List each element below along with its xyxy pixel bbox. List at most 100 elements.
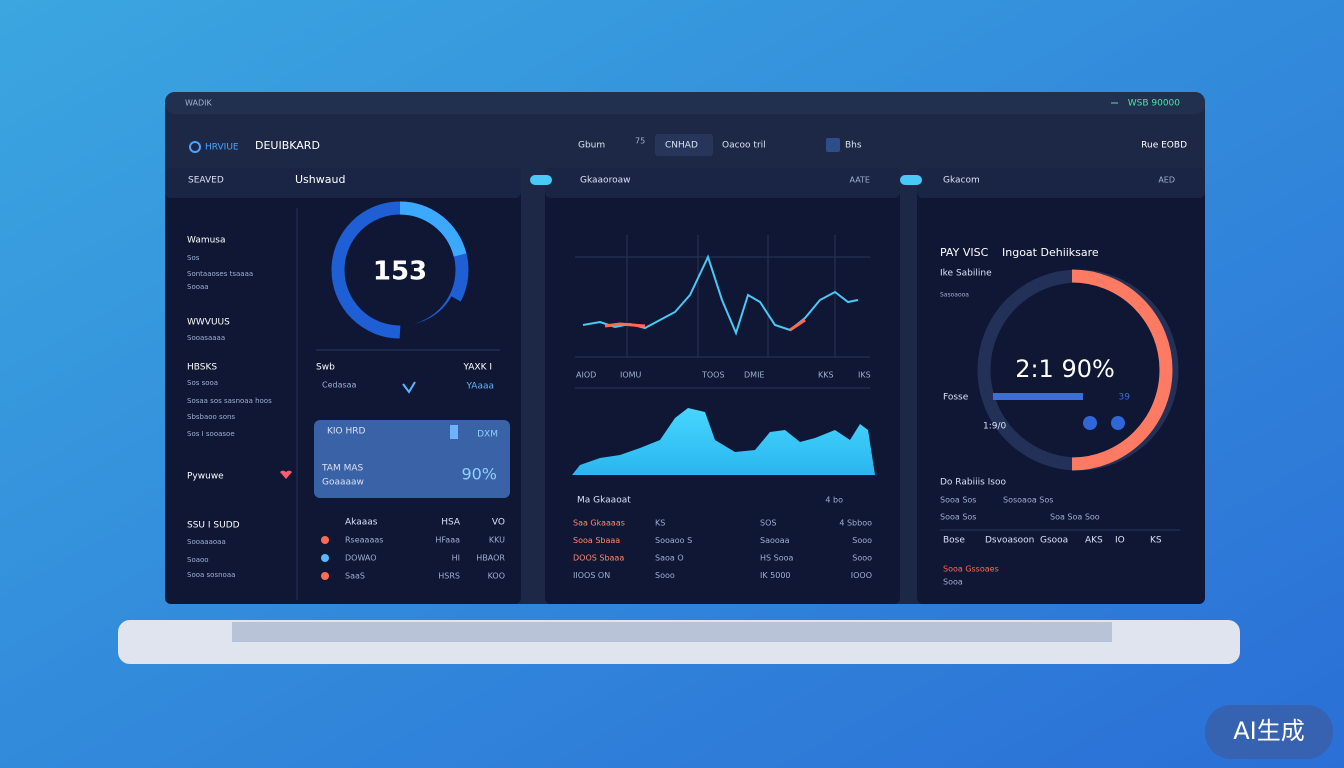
gauge-arc bbox=[399, 201, 467, 257]
row-icon bbox=[321, 572, 329, 580]
card-line: TAM MAS bbox=[321, 464, 364, 474]
table-cell: AKS bbox=[1085, 536, 1103, 546]
table-cell: HSRS bbox=[438, 572, 460, 581]
table-cell: SOS bbox=[760, 519, 776, 528]
table-cell: Gsooa bbox=[1040, 536, 1068, 546]
sidebar-item: Sooa sosnoaa bbox=[187, 571, 235, 579]
gauge-value: 2:1 90% bbox=[1015, 355, 1115, 383]
sidebar-item: Wamusa bbox=[187, 236, 226, 246]
sidebar-item: Sontaaoses tsaaaa bbox=[187, 270, 253, 278]
card-value: 90% bbox=[461, 465, 497, 484]
bar-value: 39 bbox=[1119, 393, 1131, 403]
table-cell: Bose bbox=[943, 536, 965, 546]
tab-icon[interactable] bbox=[826, 138, 840, 152]
table-cell: Rseaaaas bbox=[345, 536, 383, 545]
table-cell: Sooa Sos bbox=[940, 513, 976, 522]
panel-tab[interactable]: Gkacom bbox=[943, 176, 980, 186]
table-cell: Saooaa bbox=[760, 536, 790, 545]
panel-title: Ushwaud bbox=[295, 173, 345, 186]
tab-box[interactable] bbox=[655, 134, 713, 156]
table-cell: KKU bbox=[489, 536, 505, 545]
footer: Sooa bbox=[943, 578, 963, 587]
brand: DEUIBKARD bbox=[255, 139, 320, 152]
sidebar-item: Sooaa bbox=[187, 283, 209, 291]
table-cell: IK 5000 bbox=[760, 571, 791, 580]
table-cell: Sosoaoa Sos bbox=[1003, 496, 1053, 505]
table-cell: Dsvoasoon bbox=[985, 536, 1034, 546]
x-label: IKS bbox=[858, 371, 871, 380]
panel-header bbox=[545, 168, 900, 198]
sidebar-item: HBSKS bbox=[187, 363, 217, 373]
panel-right: AED bbox=[1158, 176, 1175, 185]
table-cell: HBAOR bbox=[476, 554, 505, 563]
toggle[interactable] bbox=[530, 175, 552, 185]
tab[interactable]: CNHAD bbox=[665, 141, 698, 151]
table-header: HSA bbox=[441, 518, 461, 528]
tab[interactable]: 75 bbox=[635, 137, 645, 146]
table-cell: KS bbox=[655, 519, 665, 528]
section-title: Do Rabiiis Isoo bbox=[940, 478, 1006, 488]
sidebar-item: Pywuwe bbox=[187, 472, 224, 482]
tab[interactable]: Gbum bbox=[578, 141, 605, 151]
sidebar-item: Sos sooa bbox=[187, 379, 218, 387]
table-cell: Sooo bbox=[852, 536, 872, 545]
tab[interactable]: Oacoo tril bbox=[722, 141, 766, 151]
sidebar-item: Sosaa sos sasnoaa hoos bbox=[187, 397, 272, 405]
row-icon bbox=[321, 554, 329, 562]
tab[interactable]: Bhs bbox=[845, 141, 862, 151]
gauge-arc bbox=[1071, 269, 1173, 471]
check-icon bbox=[402, 381, 416, 394]
line-highlight bbox=[604, 322, 646, 328]
table-cell: Sooaoo S bbox=[655, 536, 692, 545]
top-left: WADIK bbox=[185, 99, 212, 108]
sidebar-item: Sbsbaoo sons bbox=[187, 413, 235, 421]
table-cell: KOO bbox=[488, 572, 505, 581]
table-cell: DOOS Sbaaa bbox=[573, 554, 624, 563]
table-cell: Saa Gkaaaas bbox=[573, 519, 625, 528]
sidebar-item: WWVUUS bbox=[187, 318, 230, 328]
gauge-sub: 1:9/0 bbox=[983, 422, 1007, 432]
card-icon bbox=[450, 425, 458, 439]
x-label: AIOD bbox=[576, 371, 596, 380]
subtitle: Ma Gkaaoat bbox=[577, 496, 631, 506]
stat-label: Swb bbox=[316, 363, 335, 373]
stat-sub: Cedasaa bbox=[322, 381, 357, 390]
stat-sub: YAaaa bbox=[465, 382, 494, 392]
card-label: KIO HRD bbox=[327, 427, 366, 437]
panel-header bbox=[917, 168, 1205, 198]
panel-tab[interactable]: SEAVED bbox=[188, 176, 224, 186]
dot bbox=[1111, 416, 1125, 430]
table-cell: HS Sooa bbox=[760, 554, 794, 563]
table-cell: HI bbox=[452, 554, 460, 563]
table-header: VO bbox=[492, 518, 505, 528]
table-cell: SaaS bbox=[345, 572, 365, 581]
toggle[interactable] bbox=[900, 175, 922, 185]
sidebar-item: Sooaaaoaa bbox=[187, 538, 226, 546]
heart-icon bbox=[280, 470, 292, 479]
bar bbox=[993, 393, 1083, 400]
x-label: DMIE bbox=[744, 371, 764, 380]
footer: Sooa Gssoaes bbox=[943, 565, 999, 574]
panel-right: AATE bbox=[850, 176, 871, 185]
logo-icon bbox=[189, 141, 201, 153]
table-cell: Soa Soa Soo bbox=[1050, 513, 1100, 522]
x-label: TOOS bbox=[701, 371, 725, 380]
small-label: Sasoaooa bbox=[940, 292, 969, 299]
panel-center bbox=[545, 168, 900, 604]
panel-title: PAY VISC bbox=[940, 246, 989, 259]
gauge-gap bbox=[399, 296, 465, 340]
line-highlight bbox=[789, 318, 806, 332]
table-cell: Sooo bbox=[655, 571, 675, 580]
panel-tab[interactable]: Gkaaoroaw bbox=[580, 176, 630, 186]
row-icon bbox=[321, 536, 329, 544]
panel-title: Ingoat Dehiiksare bbox=[1002, 246, 1099, 259]
table-cell: DOWAO bbox=[345, 554, 377, 563]
sidebar-item: Sos I sooasoe bbox=[187, 430, 235, 438]
card-label: DXM bbox=[477, 430, 498, 440]
table-cell: Saoa O bbox=[655, 554, 684, 563]
table-cell: Sooa Sbaaa bbox=[573, 536, 620, 545]
badge bbox=[1205, 705, 1333, 759]
bar-label: Fosse bbox=[943, 393, 969, 403]
gauge-value: 153 bbox=[373, 257, 427, 287]
panel-header bbox=[165, 168, 521, 198]
